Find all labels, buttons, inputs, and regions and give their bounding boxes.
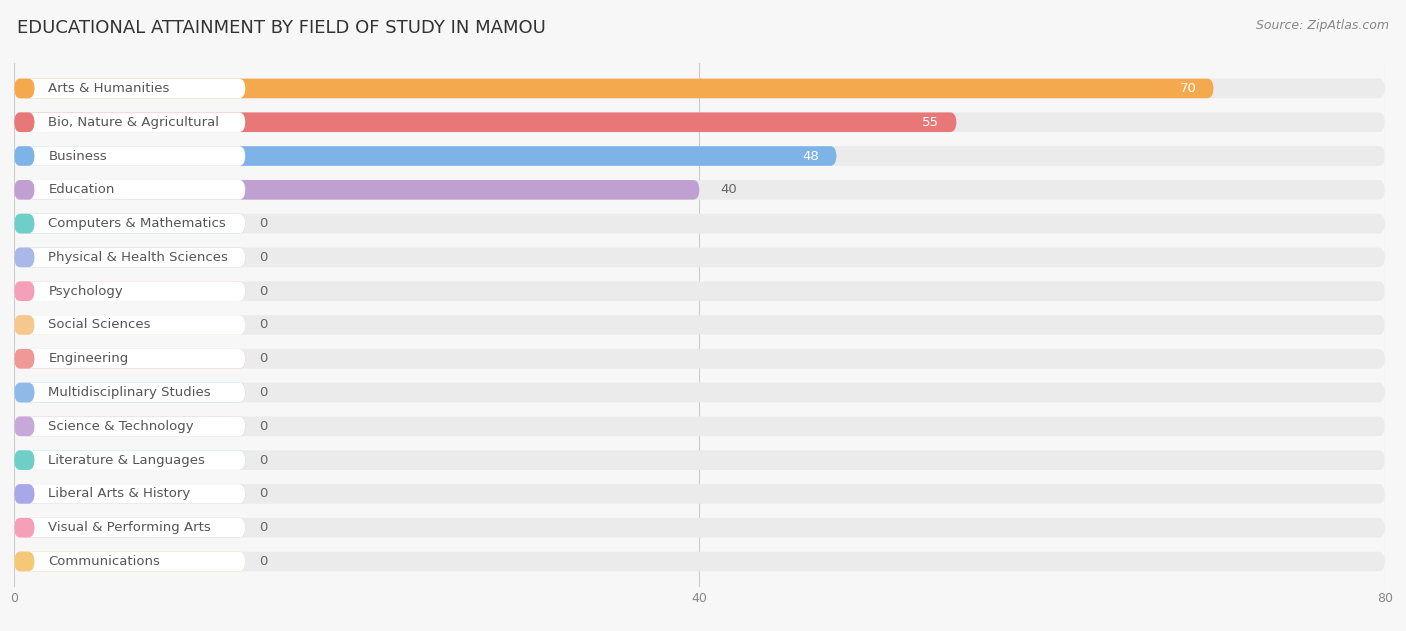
FancyBboxPatch shape	[14, 214, 246, 233]
Text: Multidisciplinary Studies: Multidisciplinary Studies	[48, 386, 211, 399]
FancyBboxPatch shape	[14, 518, 246, 538]
Text: 0: 0	[259, 217, 267, 230]
FancyBboxPatch shape	[14, 451, 246, 470]
FancyBboxPatch shape	[14, 79, 246, 98]
FancyBboxPatch shape	[14, 518, 1385, 538]
Text: 40: 40	[720, 184, 737, 196]
FancyBboxPatch shape	[14, 551, 246, 571]
FancyBboxPatch shape	[14, 146, 35, 166]
FancyBboxPatch shape	[14, 247, 246, 267]
Text: Business: Business	[48, 150, 107, 163]
FancyBboxPatch shape	[14, 451, 1385, 470]
Text: 0: 0	[259, 487, 267, 500]
FancyBboxPatch shape	[14, 551, 1385, 571]
FancyBboxPatch shape	[14, 247, 246, 267]
Text: 0: 0	[259, 251, 267, 264]
Text: 0: 0	[259, 521, 267, 534]
Text: 0: 0	[259, 319, 267, 331]
Text: Arts & Humanities: Arts & Humanities	[48, 82, 170, 95]
FancyBboxPatch shape	[14, 484, 246, 504]
Text: Bio, Nature & Agricultural: Bio, Nature & Agricultural	[48, 115, 219, 129]
Text: 48: 48	[803, 150, 820, 163]
FancyBboxPatch shape	[14, 551, 35, 571]
FancyBboxPatch shape	[14, 383, 35, 403]
FancyBboxPatch shape	[14, 112, 35, 132]
Text: 0: 0	[259, 555, 267, 568]
FancyBboxPatch shape	[14, 180, 246, 199]
FancyBboxPatch shape	[14, 146, 246, 166]
FancyBboxPatch shape	[14, 518, 246, 538]
FancyBboxPatch shape	[14, 315, 246, 335]
Text: Literature & Languages: Literature & Languages	[48, 454, 205, 466]
Text: 0: 0	[259, 285, 267, 298]
Text: Visual & Performing Arts: Visual & Performing Arts	[48, 521, 211, 534]
FancyBboxPatch shape	[14, 79, 1385, 98]
FancyBboxPatch shape	[14, 383, 246, 403]
FancyBboxPatch shape	[14, 349, 35, 369]
FancyBboxPatch shape	[14, 180, 35, 199]
FancyBboxPatch shape	[14, 281, 35, 301]
FancyBboxPatch shape	[14, 349, 1385, 369]
Text: Liberal Arts & History: Liberal Arts & History	[48, 487, 191, 500]
FancyBboxPatch shape	[14, 451, 246, 470]
FancyBboxPatch shape	[14, 79, 35, 98]
Text: Psychology: Psychology	[48, 285, 124, 298]
FancyBboxPatch shape	[14, 416, 1385, 436]
FancyBboxPatch shape	[14, 214, 1385, 233]
FancyBboxPatch shape	[14, 383, 1385, 403]
FancyBboxPatch shape	[14, 315, 246, 335]
FancyBboxPatch shape	[14, 281, 246, 301]
FancyBboxPatch shape	[14, 247, 35, 267]
FancyBboxPatch shape	[14, 214, 246, 233]
FancyBboxPatch shape	[14, 551, 246, 571]
FancyBboxPatch shape	[14, 79, 1213, 98]
FancyBboxPatch shape	[14, 214, 35, 233]
Text: 55: 55	[922, 115, 939, 129]
FancyBboxPatch shape	[14, 451, 35, 470]
FancyBboxPatch shape	[14, 416, 246, 436]
FancyBboxPatch shape	[14, 315, 1385, 335]
Text: EDUCATIONAL ATTAINMENT BY FIELD OF STUDY IN MAMOU: EDUCATIONAL ATTAINMENT BY FIELD OF STUDY…	[17, 19, 546, 37]
FancyBboxPatch shape	[14, 180, 700, 199]
FancyBboxPatch shape	[14, 281, 1385, 301]
FancyBboxPatch shape	[14, 383, 246, 403]
Text: 0: 0	[259, 352, 267, 365]
Text: Engineering: Engineering	[48, 352, 128, 365]
FancyBboxPatch shape	[14, 349, 246, 369]
Text: Physical & Health Sciences: Physical & Health Sciences	[48, 251, 228, 264]
Text: Computers & Mathematics: Computers & Mathematics	[48, 217, 226, 230]
FancyBboxPatch shape	[14, 416, 35, 436]
FancyBboxPatch shape	[14, 180, 1385, 199]
FancyBboxPatch shape	[14, 112, 1385, 132]
FancyBboxPatch shape	[14, 112, 956, 132]
FancyBboxPatch shape	[14, 112, 246, 132]
FancyBboxPatch shape	[14, 281, 246, 301]
FancyBboxPatch shape	[14, 518, 35, 538]
Text: Education: Education	[48, 184, 115, 196]
FancyBboxPatch shape	[14, 315, 35, 335]
FancyBboxPatch shape	[14, 484, 35, 504]
FancyBboxPatch shape	[14, 146, 837, 166]
Text: Science & Technology: Science & Technology	[48, 420, 194, 433]
Text: Source: ZipAtlas.com: Source: ZipAtlas.com	[1256, 19, 1389, 32]
FancyBboxPatch shape	[14, 349, 246, 369]
FancyBboxPatch shape	[14, 416, 246, 436]
FancyBboxPatch shape	[14, 484, 246, 504]
FancyBboxPatch shape	[14, 247, 1385, 267]
Text: 0: 0	[259, 386, 267, 399]
Text: 0: 0	[259, 420, 267, 433]
Text: 70: 70	[1180, 82, 1197, 95]
FancyBboxPatch shape	[14, 484, 1385, 504]
Text: Communications: Communications	[48, 555, 160, 568]
Text: 0: 0	[259, 454, 267, 466]
FancyBboxPatch shape	[14, 146, 1385, 166]
Text: Social Sciences: Social Sciences	[48, 319, 150, 331]
